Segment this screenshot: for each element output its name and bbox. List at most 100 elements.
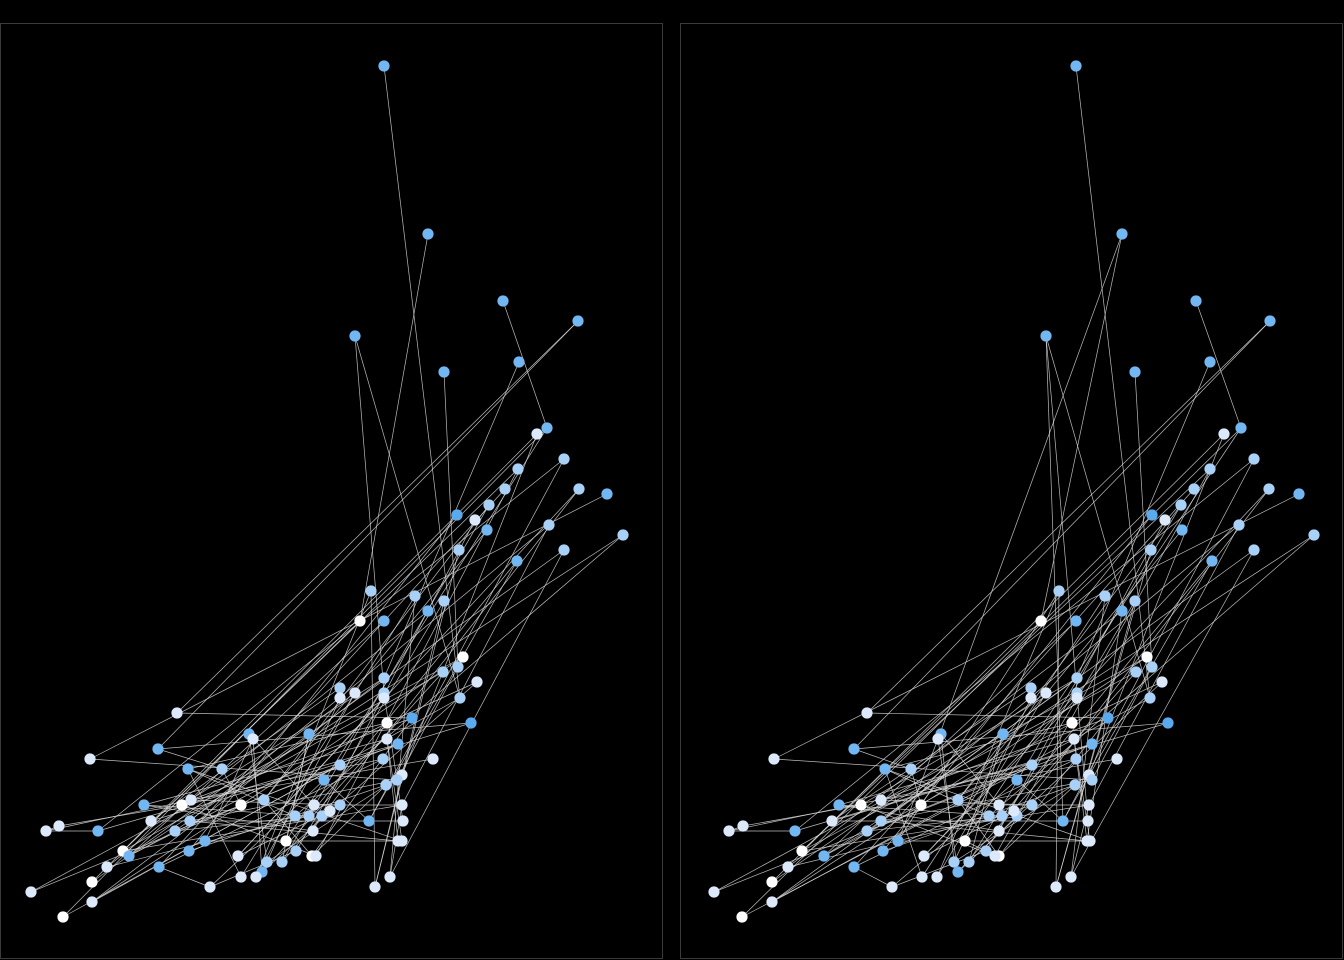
graph-node[interactable] xyxy=(1065,871,1077,883)
graph-node[interactable] xyxy=(963,856,975,868)
graph-node[interactable] xyxy=(406,712,418,724)
graph-node[interactable] xyxy=(1068,733,1080,745)
graph-node[interactable] xyxy=(573,483,585,495)
graph-node[interactable] xyxy=(1102,712,1114,724)
graph-node[interactable] xyxy=(258,794,270,806)
graph-node[interactable] xyxy=(1130,666,1142,678)
graph-node[interactable] xyxy=(1066,717,1078,729)
graph-node[interactable] xyxy=(1204,463,1216,475)
graph-node[interactable] xyxy=(1070,615,1082,627)
graph-node[interactable] xyxy=(378,692,390,704)
graph-node[interactable] xyxy=(1026,799,1038,811)
graph-node[interactable] xyxy=(316,810,328,822)
graph-node[interactable] xyxy=(1081,835,1093,847)
graph-node[interactable] xyxy=(384,871,396,883)
graph-node[interactable] xyxy=(918,850,930,862)
graph-node[interactable] xyxy=(543,519,555,531)
graph-node[interactable] xyxy=(185,794,197,806)
graph-node[interactable] xyxy=(558,544,570,556)
graph-node[interactable] xyxy=(84,753,96,765)
graph-node[interactable] xyxy=(877,845,889,857)
graph-node[interactable] xyxy=(334,799,346,811)
graph-node[interactable] xyxy=(334,682,346,694)
graph-node[interactable] xyxy=(57,911,69,923)
graph-node[interactable] xyxy=(40,825,52,837)
graph-node[interactable] xyxy=(324,805,336,817)
graph-node[interactable] xyxy=(369,881,381,893)
graph-node[interactable] xyxy=(789,825,801,837)
graph-node[interactable] xyxy=(1190,295,1202,307)
graph-node[interactable] xyxy=(861,825,873,837)
graph-node[interactable] xyxy=(1156,676,1168,688)
graph-node[interactable] xyxy=(422,605,434,617)
graph-node[interactable] xyxy=(334,759,346,771)
graph-node[interactable] xyxy=(380,779,392,791)
graph-node[interactable] xyxy=(1235,422,1247,434)
graph-node[interactable] xyxy=(875,815,887,827)
graph-node[interactable] xyxy=(1146,509,1158,521)
graph-node[interactable] xyxy=(861,707,873,719)
graph-node[interactable] xyxy=(1071,672,1083,684)
graph-node[interactable] xyxy=(1162,717,1174,729)
graph-node[interactable] xyxy=(138,799,150,811)
graph-node[interactable] xyxy=(1025,682,1037,694)
graph-node[interactable] xyxy=(497,295,509,307)
graph-node[interactable] xyxy=(512,463,524,475)
graph-node[interactable] xyxy=(452,661,464,673)
graph-node[interactable] xyxy=(905,763,917,775)
graph-node[interactable] xyxy=(378,60,390,72)
graph-node[interactable] xyxy=(879,763,891,775)
graph-node[interactable] xyxy=(349,687,361,699)
graph-node[interactable] xyxy=(818,850,830,862)
graph-node[interactable] xyxy=(989,850,1001,862)
graph-node[interactable] xyxy=(308,799,320,811)
graph-node[interactable] xyxy=(182,763,194,775)
graph-node[interactable] xyxy=(993,799,1005,811)
graph-node[interactable] xyxy=(558,453,570,465)
graph-node[interactable] xyxy=(86,876,98,888)
graph-node[interactable] xyxy=(915,799,927,811)
graph-node[interactable] xyxy=(952,866,964,878)
graph-node[interactable] xyxy=(1263,483,1275,495)
graph-node[interactable] xyxy=(855,799,867,811)
graph-node[interactable] xyxy=(101,861,113,873)
graph-node[interactable] xyxy=(409,590,421,602)
graph-node[interactable] xyxy=(1069,779,1081,791)
graph-node[interactable] xyxy=(318,774,330,786)
graph-node[interactable] xyxy=(1146,661,1158,673)
graph-node[interactable] xyxy=(1025,692,1037,704)
graph-node[interactable] xyxy=(451,509,463,521)
graph-node[interactable] xyxy=(1248,544,1260,556)
graph-node[interactable] xyxy=(796,845,808,857)
graph-node[interactable] xyxy=(397,815,409,827)
graph-node[interactable] xyxy=(1233,519,1245,531)
graph-node[interactable] xyxy=(303,810,315,822)
graph-node[interactable] xyxy=(723,825,735,837)
graph-node[interactable] xyxy=(1264,315,1276,327)
graph-node[interactable] xyxy=(1083,799,1095,811)
graph-node[interactable] xyxy=(303,728,315,740)
graph-node[interactable] xyxy=(199,835,211,847)
graph-node[interactable] xyxy=(1040,687,1052,699)
graph-node[interactable] xyxy=(983,810,995,822)
graph-node[interactable] xyxy=(932,733,944,745)
graph-node[interactable] xyxy=(1011,774,1023,786)
graph-node[interactable] xyxy=(1086,738,1098,750)
graph-node[interactable] xyxy=(993,825,1005,837)
graph-node[interactable] xyxy=(996,810,1008,822)
graph-node[interactable] xyxy=(378,615,390,627)
graph-node[interactable] xyxy=(235,871,247,883)
graph-node[interactable] xyxy=(334,692,346,704)
graph-node[interactable] xyxy=(1057,815,1069,827)
graph-node[interactable] xyxy=(1050,881,1062,893)
graph-node[interactable] xyxy=(145,815,157,827)
graph-node[interactable] xyxy=(216,763,228,775)
graph-node[interactable] xyxy=(53,820,65,832)
graph-node[interactable] xyxy=(171,707,183,719)
graph-node[interactable] xyxy=(1071,692,1083,704)
graph-node[interactable] xyxy=(471,676,483,688)
graph-node[interactable] xyxy=(948,856,960,868)
graph-node[interactable] xyxy=(354,615,366,627)
graph-node[interactable] xyxy=(1116,228,1128,240)
graph-node[interactable] xyxy=(1204,356,1216,368)
